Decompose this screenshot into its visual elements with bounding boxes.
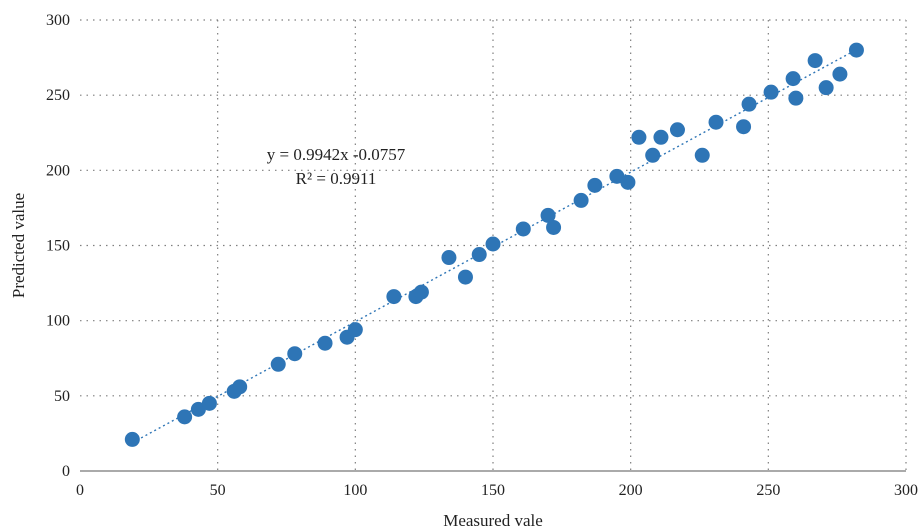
x-tick-label: 100 [343, 482, 367, 499]
data-point [317, 335, 333, 351]
data-point [190, 401, 206, 417]
y-tick-label: 200 [46, 162, 70, 179]
data-point [785, 71, 801, 87]
data-point [413, 284, 429, 300]
data-point [287, 346, 303, 362]
data-point [631, 129, 647, 145]
data-point [788, 90, 804, 106]
x-tick-label: 150 [481, 482, 505, 499]
data-point [124, 431, 140, 447]
data-point [694, 147, 710, 163]
data-point [736, 119, 752, 135]
data-point [386, 289, 402, 305]
data-point [832, 66, 848, 82]
data-point [457, 269, 473, 285]
data-point [347, 322, 363, 338]
y-tick-label: 300 [46, 12, 70, 29]
data-point [573, 192, 589, 208]
data-point [515, 221, 531, 237]
x-axis-title: Measured vale [443, 511, 543, 530]
data-point [471, 247, 487, 263]
data-point [177, 409, 193, 425]
data-point [201, 395, 217, 411]
data-point [546, 219, 562, 235]
data-point [270, 356, 286, 372]
y-tick-label: 0 [62, 463, 70, 480]
data-point [232, 379, 248, 395]
data-point [653, 129, 669, 145]
x-tick-label: 50 [210, 482, 226, 499]
data-point [708, 114, 724, 130]
trendline-equation: y = 0.9942x -0.0757 [267, 145, 406, 164]
grid-lines [80, 19, 907, 471]
x-tick-labels: 0 50 100 150 200 250 300 [76, 482, 918, 499]
data-point [609, 168, 625, 184]
data-point [807, 53, 823, 69]
y-tick-label: 150 [46, 238, 70, 255]
y-tick-label: 250 [46, 87, 70, 104]
data-point [620, 174, 636, 190]
data-point [587, 177, 603, 193]
data-point [848, 42, 864, 58]
x-tick-label: 0 [76, 482, 84, 499]
data-point [818, 80, 834, 96]
y-tick-label: 100 [46, 313, 70, 330]
x-tick-label: 250 [756, 482, 780, 499]
data-point [441, 250, 457, 266]
data-point [485, 236, 501, 252]
y-tick-label: 50 [54, 388, 70, 405]
r-squared-label: R² = 0.9911 [296, 169, 377, 188]
y-axis-title: Predicted value [9, 193, 28, 298]
data-point [763, 84, 779, 100]
data-point [741, 96, 757, 112]
data-point [645, 147, 661, 163]
data-point [669, 122, 685, 138]
data-point [540, 207, 556, 223]
x-tick-label: 300 [894, 482, 918, 499]
data-points [124, 42, 864, 447]
y-tick-labels: 0 50 100 150 200 250 300 [46, 12, 70, 480]
x-tick-label: 200 [619, 482, 643, 499]
